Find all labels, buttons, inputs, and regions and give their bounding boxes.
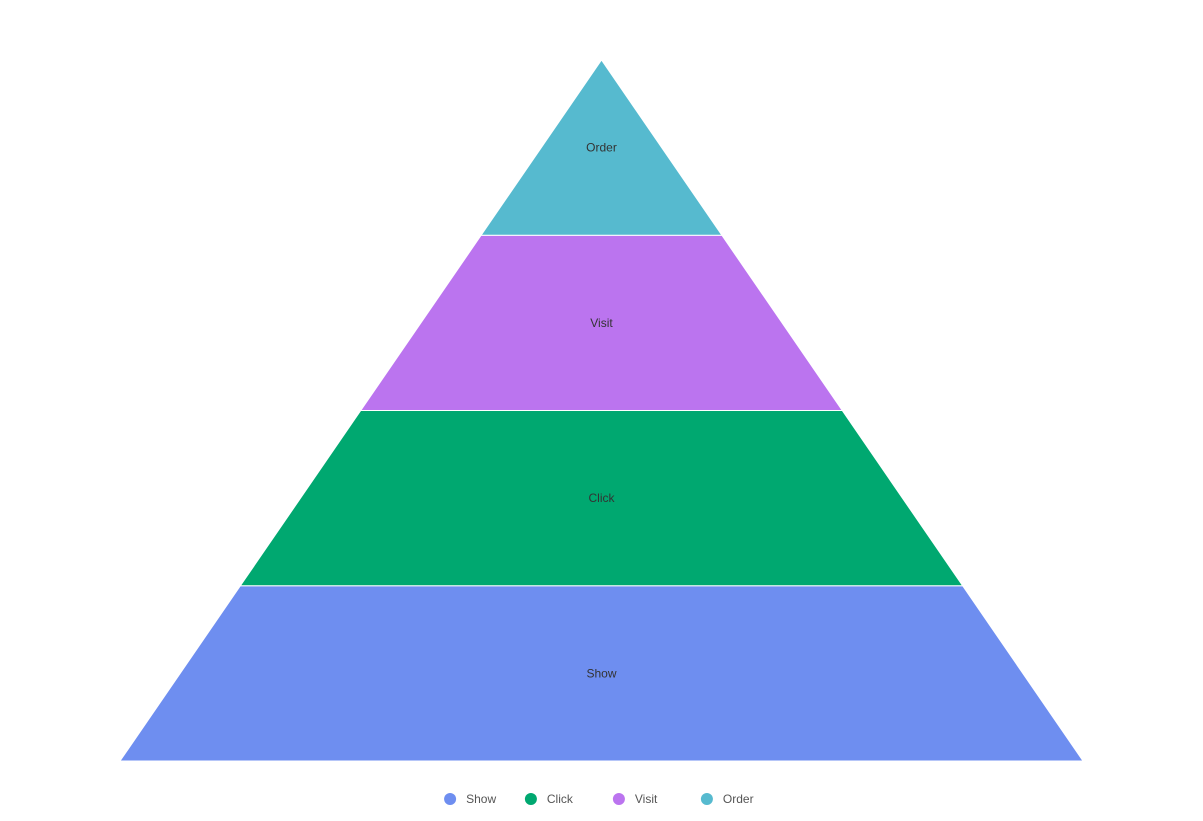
legend-marker-order (700, 793, 713, 805)
legend-label-order: Order (723, 792, 754, 806)
segment-label-click: Click (589, 491, 616, 505)
legend-item-show[interactable]: Show (444, 792, 496, 806)
legend-label-visit: Visit (635, 792, 658, 806)
segment-label-order: Order (586, 141, 617, 155)
segment-label-show: Show (586, 666, 616, 680)
legend: Show Click Visit Order (444, 792, 754, 806)
legend-item-order[interactable]: Order (700, 792, 754, 806)
legend-item-visit[interactable]: Visit (612, 792, 658, 806)
pyramid-segment-order[interactable] (480, 59, 723, 236)
segment-label-visit: Visit (590, 316, 613, 330)
legend-label-show: Show (466, 792, 496, 806)
pyramid-segments: Show Click Visit Order (119, 59, 1084, 762)
legend-label-click: Click (547, 792, 574, 806)
legend-marker-click (524, 793, 537, 805)
legend-marker-visit (612, 793, 625, 805)
legend-item-click[interactable]: Click (524, 792, 574, 806)
legend-marker-show (444, 793, 457, 805)
